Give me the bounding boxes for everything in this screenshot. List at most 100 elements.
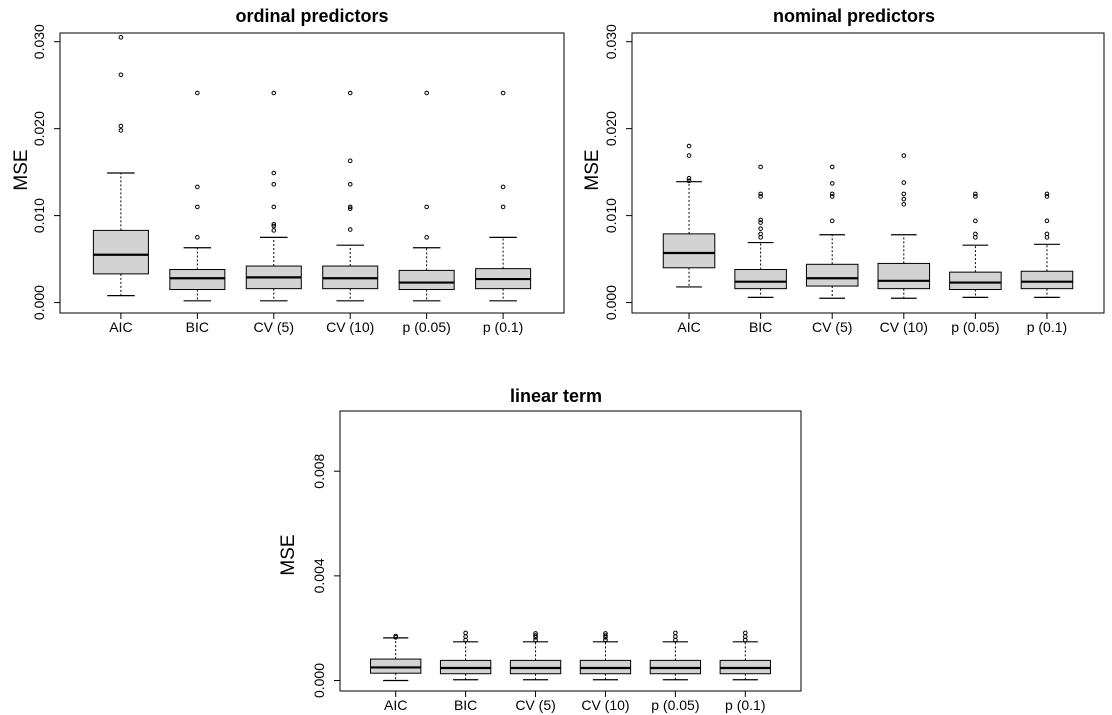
y-axis-label: MSE bbox=[278, 534, 299, 575]
outlier-point bbox=[973, 194, 978, 199]
outlier-point bbox=[758, 194, 763, 199]
x-tick-label: AIC bbox=[109, 319, 132, 335]
outlier-point bbox=[603, 637, 608, 643]
y-tick-label: 0.020 bbox=[31, 111, 47, 146]
y-tick-label: 0.004 bbox=[311, 558, 327, 593]
outlier-point bbox=[533, 633, 538, 638]
outlier-point bbox=[973, 191, 978, 197]
outlier-point bbox=[463, 630, 468, 636]
box bbox=[949, 271, 1002, 291]
outlier-point bbox=[118, 128, 124, 133]
outlier-point bbox=[500, 204, 506, 210]
outlier-point bbox=[347, 227, 353, 232]
outlier-point bbox=[271, 90, 277, 96]
outlier-point bbox=[271, 170, 277, 176]
x-tick-label: AIC bbox=[677, 319, 700, 335]
panel-ordinal-predictors: ordinal predictors MSE 0.0000.0100.0200.… bbox=[11, 6, 565, 335]
outlier-point bbox=[533, 637, 538, 643]
y-tick-label: 0.000 bbox=[31, 285, 47, 320]
outlier-point bbox=[901, 202, 907, 207]
panel-linear-term: linear term MSE 0.000 0.004 0.008 AIC BIC CV … bbox=[278, 386, 802, 713]
outlier-point bbox=[758, 164, 763, 170]
outlier-point bbox=[424, 204, 429, 210]
outlier-point bbox=[901, 180, 907, 185]
outlier-point bbox=[901, 196, 907, 202]
outlier-point bbox=[347, 204, 353, 210]
outlier-point bbox=[118, 35, 124, 40]
box bbox=[662, 233, 716, 269]
outlier-point bbox=[829, 191, 835, 197]
outlier-point bbox=[347, 90, 353, 96]
x-tick-label: CV (5) bbox=[812, 319, 852, 335]
outlier-point bbox=[118, 123, 124, 129]
outlier-point bbox=[1044, 191, 1050, 197]
outlier-point bbox=[195, 235, 200, 240]
y-tick-label: 0.000 bbox=[311, 663, 327, 698]
outlier-point bbox=[271, 182, 277, 187]
outlier-point bbox=[758, 217, 763, 223]
outlier-point bbox=[829, 164, 835, 170]
x-tick-label: p (0.05) bbox=[951, 319, 999, 335]
outlier-point bbox=[195, 204, 200, 210]
y-tick-label: 0.010 bbox=[603, 198, 619, 233]
x-tick-label: CV (5) bbox=[254, 319, 294, 335]
y-tick-label: 0.020 bbox=[603, 111, 619, 146]
outlier-point bbox=[603, 631, 608, 636]
x-tick-label: p (0.1) bbox=[483, 319, 523, 335]
outlier-point bbox=[424, 90, 429, 96]
outlier-point bbox=[973, 231, 978, 237]
plot-frame bbox=[339, 410, 802, 692]
y-axis-label: MSE bbox=[11, 149, 32, 190]
outlier-point bbox=[742, 630, 748, 636]
x-tick-label: BIC bbox=[749, 319, 772, 335]
outlier-point bbox=[758, 231, 763, 237]
box bbox=[398, 269, 455, 291]
outlier-point bbox=[195, 90, 200, 96]
box bbox=[370, 658, 422, 674]
x-tick-label: p (0.1) bbox=[725, 697, 765, 713]
x-tick-label: AIC bbox=[384, 697, 407, 713]
x-tick-label: p (0.1) bbox=[1027, 319, 1067, 335]
box bbox=[169, 269, 226, 291]
outlier-point bbox=[500, 90, 506, 96]
outlier-point bbox=[347, 182, 353, 187]
x-tick-label: BIC bbox=[454, 697, 477, 713]
outlier-point bbox=[271, 204, 277, 210]
x-tick-label: CV (10) bbox=[326, 319, 374, 335]
outlier-point bbox=[271, 222, 277, 227]
outlier-point bbox=[195, 184, 200, 190]
outlier-point bbox=[424, 235, 429, 240]
y-axis-label: MSE bbox=[582, 149, 603, 190]
outlier-point bbox=[393, 633, 399, 639]
x-tick-label: BIC bbox=[186, 319, 209, 335]
x-tick-label: CV (10) bbox=[581, 697, 629, 713]
x-tick-label: p (0.05) bbox=[651, 697, 699, 713]
outlier-point bbox=[1044, 194, 1050, 199]
chart-title: linear term bbox=[510, 386, 602, 406]
y-tick-label: 0.030 bbox=[603, 24, 619, 59]
y-tick-label: 0.008 bbox=[311, 453, 327, 488]
box bbox=[734, 269, 787, 290]
outlier-point bbox=[347, 206, 353, 211]
plot-frame bbox=[59, 32, 565, 314]
x-tick-label: CV (5) bbox=[515, 697, 555, 713]
outlier-point bbox=[1044, 231, 1050, 237]
outlier-point bbox=[673, 630, 678, 636]
outlier-point bbox=[901, 191, 907, 197]
outlier-point bbox=[686, 143, 692, 149]
outlier-point bbox=[758, 220, 763, 225]
outlier-point bbox=[271, 228, 277, 233]
x-tick-label: CV (10) bbox=[880, 319, 928, 335]
chart-title: nominal predictors bbox=[773, 6, 935, 26]
x-tick-label: p (0.05) bbox=[403, 319, 451, 335]
boxplot-marks: 0.000 0.010 0.020 0.030 AIC BIC CV (5) CV (10) p… bbox=[603, 24, 1074, 335]
panel-nominal-predictors: nominal predictors MSE 0.0000.0100.0200.… bbox=[582, 6, 1105, 335]
outlier-point bbox=[829, 194, 835, 199]
outlier-point bbox=[758, 191, 763, 197]
outlier-point bbox=[901, 153, 907, 158]
box bbox=[805, 263, 859, 287]
boxplot-marks: 0.000 0.010 0.020 0.030 AIC BIC CV (5) CV (10) p… bbox=[31, 24, 532, 335]
outlier-point bbox=[271, 223, 277, 229]
chart-title: ordinal predictors bbox=[235, 6, 388, 26]
